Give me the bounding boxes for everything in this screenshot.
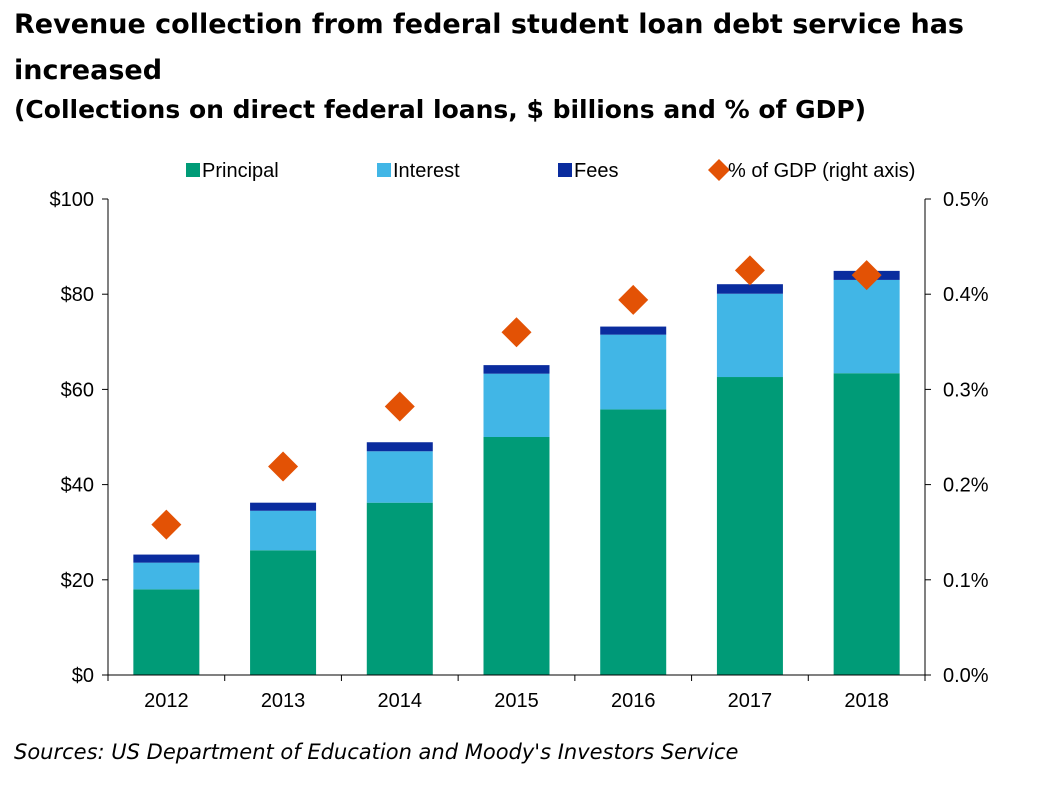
bar-fees-2017 [716, 284, 783, 294]
gdp-marker-2015 [501, 317, 532, 348]
bar-fees-2016 [600, 326, 667, 335]
bar-principal-2012 [133, 589, 200, 675]
bar-fees-2013 [250, 502, 317, 511]
x-tick-label: 2012 [144, 690, 189, 712]
bar-principal-2013 [250, 550, 317, 675]
chart-title: Revenue collection from federal student … [14, 9, 964, 86]
bar-principal-2014 [366, 502, 433, 675]
x-tick-label: 2017 [728, 690, 773, 712]
gdp-markers [151, 255, 882, 540]
chart-subtitle: (Collections on direct federal loans, $ … [14, 95, 867, 124]
gdp-marker-2012 [151, 509, 182, 540]
right-tick-label: 0.3% [943, 379, 989, 401]
legend-label-interest: Interest [393, 160, 460, 182]
bar-interest-2015 [483, 373, 550, 437]
bar-interest-2013 [250, 510, 317, 551]
bar-fees-2014 [366, 442, 433, 452]
bar-interest-2012 [133, 562, 200, 590]
x-axis: 2012 2013 2014 2015 2016 2017 2018 [107, 674, 926, 712]
chart-source: Sources: US Department of Education and … [14, 740, 739, 764]
gdp-marker-2016 [618, 284, 649, 315]
legend-label--of-gdp-right-axis: % of GDP (right axis) [728, 160, 915, 182]
chart-legend: Principal Interest Fees % of GDP (right axi… [186, 159, 915, 182]
gdp-marker-2013 [268, 451, 299, 482]
bar-interest-2016 [600, 334, 667, 410]
x-tick-label: 2018 [844, 690, 889, 712]
left-y-axis: $0 $20 $40 $60 $80 $100 [50, 189, 109, 687]
legend-swatch-fees [558, 163, 572, 177]
right-tick-label: 0.5% [943, 189, 989, 211]
gdp-marker-2017 [734, 255, 765, 286]
right-tick-label: 0.1% [943, 570, 989, 592]
legend-label-fees: Fees [574, 160, 618, 182]
right-tick-label: 0.4% [943, 284, 989, 306]
left-tick-label: $60 [61, 379, 94, 401]
bar-interest-2018 [833, 279, 900, 374]
right-y-axis: 0.0% 0.1% 0.2% 0.3% 0.4% 0.5% [924, 189, 989, 687]
right-tick-label: 0.2% [943, 475, 989, 497]
legend-swatch-principal [186, 163, 200, 177]
x-tick-label: 2014 [378, 690, 423, 712]
bar-series [133, 270, 900, 675]
left-tick-label: $100 [50, 189, 95, 211]
bar-interest-2017 [716, 293, 783, 378]
x-tick-label: 2015 [494, 690, 539, 712]
gdp-marker-2018 [851, 260, 882, 291]
bar-principal-2018 [833, 373, 900, 675]
x-tick-label: 2013 [261, 690, 306, 712]
left-tick-label: $20 [61, 570, 94, 592]
x-tick-label: 2016 [611, 690, 656, 712]
left-tick-label: $80 [61, 284, 94, 306]
bar-principal-2015 [483, 437, 550, 675]
right-tick-label: 0.0% [943, 665, 989, 687]
bar-fees-2015 [483, 365, 550, 374]
legend-swatch-interest [377, 163, 391, 177]
legend-swatch--of-gdp-right-axis [708, 159, 730, 181]
bar-fees-2012 [133, 554, 200, 563]
bar-interest-2014 [366, 451, 433, 503]
left-tick-label: $40 [61, 475, 94, 497]
gdp-marker-2014 [384, 391, 415, 422]
legend-label-principal: Principal [202, 160, 279, 182]
bar-principal-2016 [600, 409, 667, 675]
bar-principal-2017 [716, 377, 783, 675]
left-tick-label: $0 [72, 665, 94, 687]
